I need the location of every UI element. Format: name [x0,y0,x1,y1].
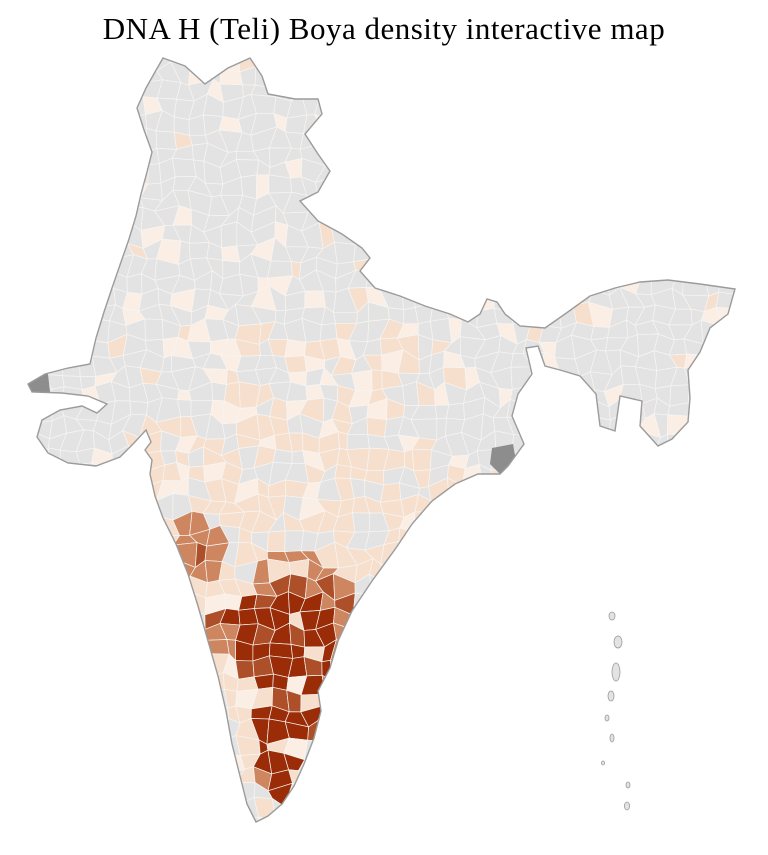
district-cell[interactable] [170,576,193,600]
district-cell[interactable] [205,718,230,745]
island[interactable] [607,690,615,702]
island[interactable] [608,611,616,621]
district-cell[interactable] [155,130,177,151]
district-cell[interactable] [353,243,371,263]
district-cell[interactable] [202,639,230,655]
district-cell[interactable] [290,644,306,659]
district-cell[interactable] [284,339,307,358]
district-cell[interactable] [371,369,383,392]
district-cell[interactable] [61,386,84,407]
district-cell[interactable] [235,660,255,680]
district-cell[interactable] [220,52,241,73]
district-cell[interactable] [144,318,164,341]
page: { "page": { "title": "DNA H (Teli) Boya … [0,10,768,852]
district-cell[interactable] [268,174,292,194]
district-cell[interactable] [78,339,93,357]
district-cell[interactable] [330,660,358,681]
district-cell[interactable] [687,402,709,422]
island[interactable] [611,662,621,682]
island[interactable] [625,781,631,789]
district-cell[interactable] [112,206,134,227]
district-cell[interactable] [493,308,514,325]
district-cell[interactable] [272,449,293,465]
district-cell[interactable] [129,400,149,416]
district-cell[interactable] [414,511,435,534]
district-cell[interactable] [365,270,388,289]
district-cell[interactable] [129,114,148,129]
district-cell[interactable] [95,288,116,308]
district-cell[interactable] [318,214,341,224]
district-cell[interactable] [304,290,326,309]
district-cell[interactable] [351,369,373,392]
district-cell[interactable] [702,337,722,361]
district-cell[interactable] [28,447,51,465]
district-cell[interactable] [147,163,162,185]
district-cell[interactable] [319,323,338,342]
india-outline [27,57,736,824]
district-cell[interactable] [411,449,432,472]
district-cell[interactable] [253,673,274,690]
district-cell[interactable] [62,350,81,378]
district-cell[interactable] [683,353,708,369]
district-cell[interactable] [666,434,693,458]
district-cell[interactable] [333,241,356,265]
district-cell[interactable] [337,431,348,451]
island[interactable] [624,801,631,811]
andaman-nicobar-islands [601,611,631,811]
district-cell[interactable] [211,381,227,402]
district-cell[interactable] [346,434,370,451]
district-cell[interactable] [490,469,517,489]
district-cell[interactable] [369,573,388,595]
district-cell[interactable] [317,720,337,742]
district-cell[interactable] [266,530,286,553]
india-density-map[interactable] [0,51,768,851]
map-container [0,51,768,851]
district-cell[interactable] [397,541,420,570]
district-cell[interactable] [718,276,740,296]
district-cell[interactable] [143,51,158,72]
district-cell[interactable] [540,304,562,329]
district-cell[interactable] [188,242,210,260]
island[interactable] [601,760,606,766]
district-cell[interactable] [506,399,534,419]
district-cell[interactable] [126,273,143,295]
district-cell[interactable] [334,464,352,480]
island[interactable] [609,733,615,743]
district-cell[interactable] [446,402,465,421]
district-cell[interactable] [715,291,741,310]
district-cell[interactable] [28,400,53,425]
district-cell[interactable] [476,285,495,312]
district-cell[interactable] [509,310,533,325]
district-cell[interactable] [429,318,453,344]
district-cell[interactable] [284,355,308,374]
district-cell[interactable] [238,594,258,611]
district-cell[interactable] [492,285,511,312]
district-cell[interactable] [352,512,370,533]
district-cell[interactable] [324,141,334,167]
island[interactable] [604,714,610,722]
page-title: DNA H (Teli) Boya density interactive ma… [102,11,666,46]
district-cells-layer [28,51,741,823]
district-cell[interactable] [355,222,371,246]
district-cell[interactable] [687,383,710,408]
district-cell[interactable] [51,386,65,408]
district-cell[interactable] [171,157,197,178]
island[interactable] [613,635,623,649]
district-cell[interactable] [220,221,238,249]
district-cell[interactable] [266,260,293,279]
district-cell[interactable] [366,417,387,438]
district-cell[interactable] [379,563,400,585]
district-cell[interactable] [333,312,358,324]
